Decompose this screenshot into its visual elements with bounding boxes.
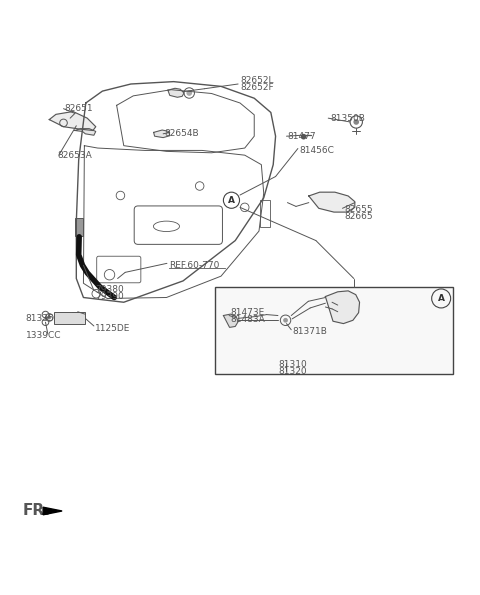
- Text: 81310: 81310: [278, 361, 307, 369]
- Text: 1125DE: 1125DE: [96, 324, 131, 333]
- Text: 81350B: 81350B: [330, 114, 365, 123]
- Polygon shape: [168, 88, 184, 98]
- Polygon shape: [75, 129, 96, 135]
- Circle shape: [186, 90, 192, 96]
- Text: 81483A: 81483A: [230, 315, 265, 324]
- Text: 81320: 81320: [278, 367, 307, 376]
- Polygon shape: [223, 314, 238, 327]
- Text: 81371B: 81371B: [292, 327, 327, 336]
- Polygon shape: [309, 192, 355, 212]
- Text: 82655: 82655: [344, 205, 373, 214]
- Circle shape: [353, 119, 359, 125]
- Polygon shape: [43, 507, 62, 515]
- Text: 82653A: 82653A: [57, 151, 92, 159]
- Text: 79380: 79380: [96, 285, 124, 294]
- Circle shape: [283, 318, 288, 322]
- Text: A: A: [438, 294, 444, 303]
- Circle shape: [301, 134, 306, 139]
- Text: 81456C: 81456C: [300, 146, 334, 155]
- Text: 82652L: 82652L: [240, 76, 274, 85]
- Text: 81477: 81477: [288, 131, 316, 140]
- Text: 82651: 82651: [64, 104, 93, 113]
- Text: FR.: FR.: [23, 503, 51, 518]
- Text: 1339CC: 1339CC: [25, 331, 61, 340]
- Text: REF.60-770: REF.60-770: [169, 261, 219, 270]
- Text: A: A: [228, 196, 235, 205]
- Text: 81473E: 81473E: [230, 308, 265, 317]
- Circle shape: [48, 315, 51, 320]
- Polygon shape: [154, 130, 170, 137]
- Bar: [260, 200, 270, 227]
- Text: 82652F: 82652F: [240, 83, 274, 92]
- Polygon shape: [325, 291, 360, 324]
- Bar: [54, 312, 85, 324]
- Text: 82665: 82665: [344, 212, 373, 221]
- Text: 79390: 79390: [96, 292, 124, 300]
- Polygon shape: [49, 111, 96, 130]
- Bar: [216, 287, 453, 374]
- Text: 81335: 81335: [25, 314, 54, 323]
- Bar: [75, 218, 84, 236]
- Text: 82654B: 82654B: [164, 129, 199, 138]
